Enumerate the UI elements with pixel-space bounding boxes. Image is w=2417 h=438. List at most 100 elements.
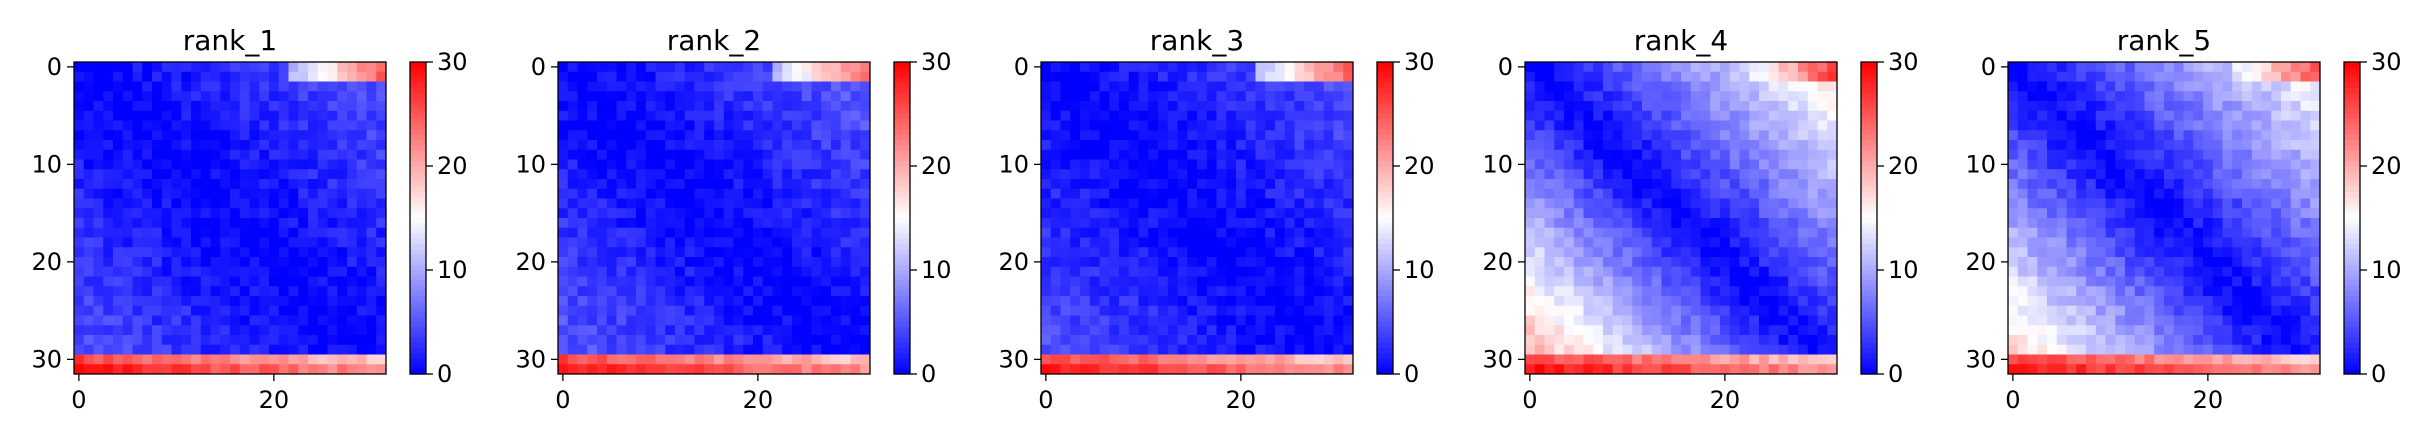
heatmap-cell (278, 227, 289, 238)
heatmap-cell (2066, 140, 2077, 151)
heatmap-cell (1255, 130, 1266, 141)
heatmap-cell (181, 149, 192, 160)
heatmap-cell (1642, 257, 1653, 268)
heatmap-cell (1534, 169, 1545, 180)
heatmap-cell (1333, 354, 1344, 365)
heatmap-cell (714, 120, 725, 131)
heatmap-cell (792, 305, 803, 316)
heatmap-cell (1622, 344, 1633, 355)
heatmap-cell (288, 198, 299, 209)
colorbar-segment (894, 322, 910, 328)
heatmap-cell (1681, 276, 1692, 287)
heatmap-cell (1275, 354, 1286, 365)
heatmap-cell (2115, 198, 2126, 209)
heatmap-cell (2173, 81, 2184, 92)
heatmap-cell (831, 169, 842, 180)
heatmap-cell (2232, 120, 2243, 131)
colorbar-segment (1861, 62, 1877, 68)
heatmap-cell (1642, 62, 1653, 73)
heatmap-cell (1593, 110, 1604, 121)
heatmap-cell (1099, 266, 1110, 277)
heatmap-cell (860, 257, 871, 268)
heatmap-cell (1729, 286, 1740, 297)
heatmap-cell (675, 149, 686, 160)
heatmap-cell (2144, 101, 2155, 112)
heatmap-cell (2164, 208, 2175, 219)
heatmap-cell (1768, 149, 1779, 160)
heatmap-cell (1343, 344, 1354, 355)
heatmap-cell (1700, 71, 1711, 82)
heatmap-cell (259, 169, 270, 180)
heatmap-cell (2300, 130, 2311, 141)
heatmap-cell (2086, 101, 2097, 112)
heatmap-frame (73, 61, 387, 375)
heatmap-cell (1817, 364, 1828, 375)
heatmap-cell (1798, 179, 1809, 190)
heatmap-cell (1060, 315, 1071, 326)
heatmap-frame (1524, 61, 1838, 375)
heatmap-cell (792, 130, 803, 141)
heatmap-cell (200, 149, 211, 160)
heatmap-cell (1245, 266, 1256, 277)
heatmap-cell (1333, 81, 1344, 92)
heatmap-cell (1109, 305, 1120, 316)
heatmap-cell (2261, 218, 2272, 229)
heatmap-cell (74, 335, 85, 346)
heatmap-cell (694, 169, 705, 180)
heatmap-cell (2222, 81, 2233, 92)
heatmap-cell (2232, 169, 2243, 180)
heatmap-cell (220, 266, 231, 277)
heatmap-cell (1807, 81, 1818, 92)
heatmap-cell (675, 315, 686, 326)
heatmap-cell (2125, 140, 2136, 151)
heatmap-cell (1807, 169, 1818, 180)
heatmap-cell (1573, 71, 1584, 82)
heatmap-cell (298, 286, 309, 297)
heatmap-cell (1651, 227, 1662, 238)
heatmap-cell (1245, 198, 1256, 209)
heatmap-cell (93, 149, 104, 160)
heatmap-cell (655, 286, 666, 297)
heatmap-cell (2183, 62, 2194, 73)
heatmap-cell (2144, 62, 2155, 73)
heatmap-cell (308, 130, 319, 141)
heatmap-cell (1060, 130, 1071, 141)
heatmap-cell (1333, 266, 1344, 277)
heatmap-cell (723, 71, 734, 82)
heatmap-cell (2232, 71, 2243, 82)
heatmap-cell (1255, 149, 1266, 160)
heatmap-cell (860, 315, 871, 326)
heatmap-cell (1294, 159, 1305, 170)
heatmap-cell (684, 140, 695, 151)
heatmap-cell (1593, 257, 1604, 268)
heatmap-cell (1119, 110, 1130, 121)
heatmap-cell (753, 62, 764, 73)
heatmap-cell (220, 179, 231, 190)
heatmap-cell (1206, 198, 1217, 209)
heatmap-cell (2300, 62, 2311, 73)
heatmap-cell (1060, 169, 1071, 180)
heatmap-cell (1778, 266, 1789, 277)
heatmap-cell (733, 208, 744, 219)
heatmap-cell (597, 247, 608, 258)
heatmap-cell (762, 325, 773, 336)
heatmap-cell (122, 110, 133, 121)
heatmap-cell (1284, 71, 1295, 82)
heatmap-cell (337, 305, 348, 316)
heatmap-cell (577, 159, 588, 170)
heatmap-cell (220, 101, 231, 112)
heatmap-cell (1197, 335, 1208, 346)
heatmap-cell (1070, 71, 1081, 82)
heatmap-cell (1245, 62, 1256, 73)
colorbar-tick-label: 10 (1888, 256, 1919, 284)
heatmap-cell (308, 179, 319, 190)
heatmap-cell (723, 208, 734, 219)
colorbar-segment (1861, 337, 1877, 344)
heatmap-cell (1593, 296, 1604, 307)
heatmap-cell (230, 110, 241, 121)
heatmap-cell (2008, 140, 2019, 151)
heatmap-cell (1612, 81, 1623, 92)
heatmap-cell (1817, 159, 1828, 170)
heatmap-cell (1661, 62, 1672, 73)
heatmap-cell (2290, 208, 2301, 219)
